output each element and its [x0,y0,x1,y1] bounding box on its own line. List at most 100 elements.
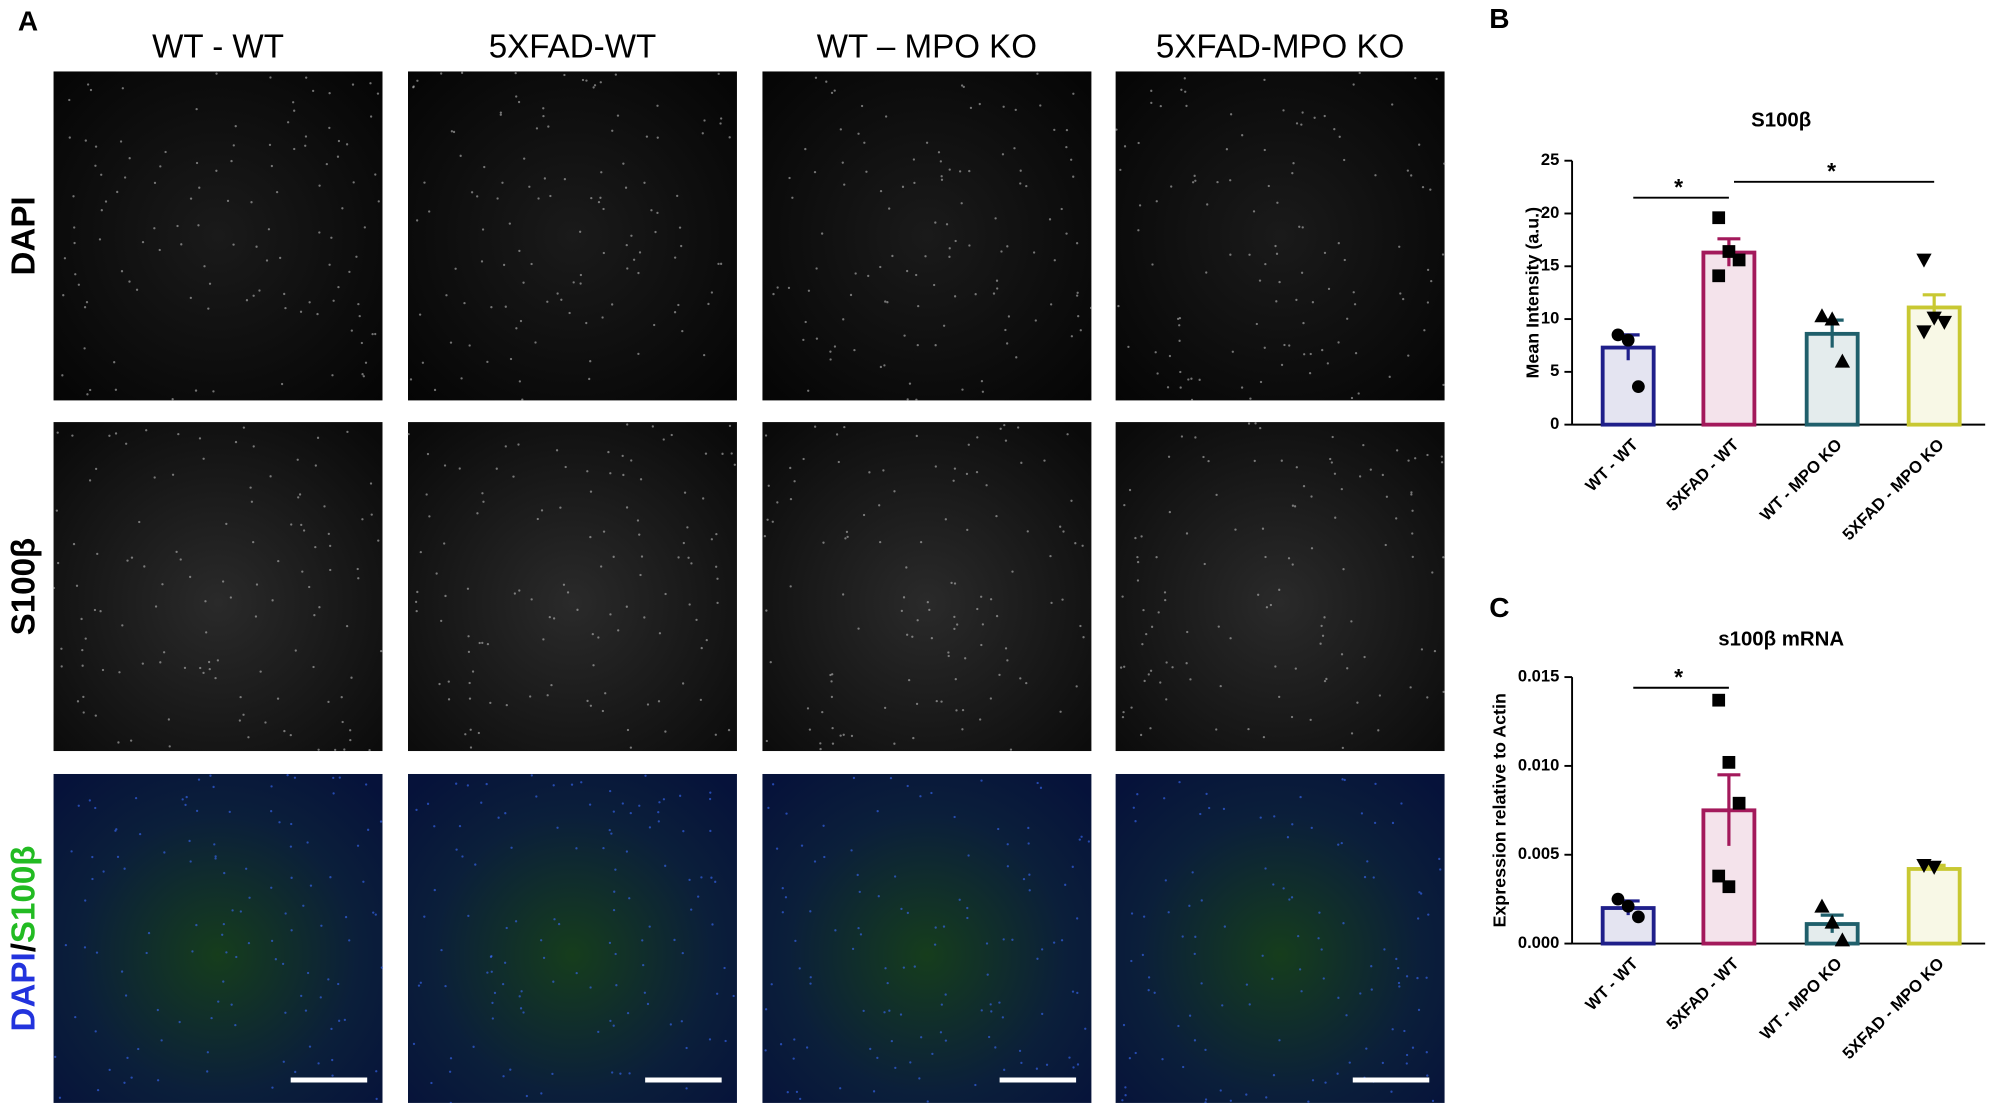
significance-label: * [1674,664,1683,690]
cell-dot [114,388,118,391]
cell-dot [252,294,255,297]
cell-dot [549,194,552,198]
cell-dot [535,127,539,130]
cell-dot [530,774,533,777]
cell-dot [469,746,473,749]
cell-dot [552,617,556,620]
cell-dot [328,126,331,130]
cell-dot [624,186,628,189]
cell-dot [490,970,493,973]
cell-dot [1410,493,1413,496]
micrograph [762,422,1092,752]
cell-dot [859,933,863,936]
cell-dot [1291,172,1294,175]
cell-dot [292,101,295,104]
cell-dot [247,736,250,739]
cell-dot [225,951,228,954]
cell-dot [471,670,475,673]
cell-dot [857,926,860,930]
cell-dot [208,282,212,285]
column-label: WT – MPO KO [817,28,1037,65]
cell-dot [509,1068,512,1071]
cell-dot [299,310,303,313]
cell-dot [327,700,330,704]
cell-dot [1006,843,1009,846]
cell-dot [197,224,200,227]
cell-dot [834,929,837,932]
cell-dot [308,301,311,304]
cell-dot [1311,301,1315,304]
cell-dot [1411,532,1414,535]
cell-dot [371,333,374,336]
cell-dot [1377,729,1380,732]
cell-dot [518,995,521,998]
cell-dot [313,614,316,617]
cell-dot [1193,1039,1197,1042]
cell-dot [906,269,909,273]
cell-dot [419,981,422,984]
cell-dot [919,540,923,544]
cell-dot [423,915,426,918]
cell-dot [1340,487,1343,491]
cell-dot [570,783,574,786]
cell-dot [876,810,879,813]
cell-dot [198,437,202,440]
cell-dot [1079,624,1082,628]
cell-dot [265,259,269,262]
cell-dot [82,711,85,714]
cell-dot [819,747,822,751]
cell-dot [601,709,605,713]
cell-dot [540,1092,543,1095]
cell-dot [1257,593,1260,596]
cell-dot [440,72,443,75]
cell-dot [1334,516,1337,519]
cell-dot [177,432,180,436]
y-tick-label: 0.010 [1518,755,1559,774]
cell-dot [474,863,477,866]
cell-dot [950,581,953,585]
cell-dot [637,271,640,275]
cell-dot [589,535,592,539]
cell-dot [540,509,544,512]
cell-dot [657,820,660,823]
cell-dot [854,272,857,275]
cell-dot [1353,303,1357,306]
cell-dot [309,884,313,887]
cell-dot [1072,92,1075,95]
cell-dot [597,636,600,639]
cell-dot [926,1100,929,1103]
cell-dot [283,292,286,296]
cell-dot [433,388,437,392]
cell-dot [1188,904,1191,907]
cell-dot [1157,611,1160,614]
cell-dot [1403,1029,1406,1033]
cell-dot [1247,422,1251,425]
cell-dot [362,375,365,378]
cell-dot [1132,806,1135,809]
cell-dot [625,506,629,509]
data-point [1621,333,1635,347]
cell-dot [940,700,943,703]
cell-dot [625,243,628,247]
cell-dot [717,72,720,76]
cell-dot [673,311,677,314]
cell-dot [676,194,679,198]
cell-dot [839,128,842,131]
cell-dot [1065,146,1068,149]
cell-dot [1398,985,1401,988]
cell-dot [1142,608,1145,612]
cell-dot [1363,875,1367,879]
cell-dot [468,344,471,347]
cell-dot [1337,341,1340,344]
cell-dot [510,846,513,849]
cell-dot [1221,1004,1224,1007]
cell-dot [930,791,933,795]
cell-dot [1136,560,1140,564]
cell-dot [839,1087,842,1090]
cell-dot [1187,378,1190,381]
cell-dot [1333,472,1337,475]
cell-dot [250,201,253,204]
cell-dot [76,700,80,703]
cell-dot [242,713,245,716]
cell-dot [100,173,103,176]
